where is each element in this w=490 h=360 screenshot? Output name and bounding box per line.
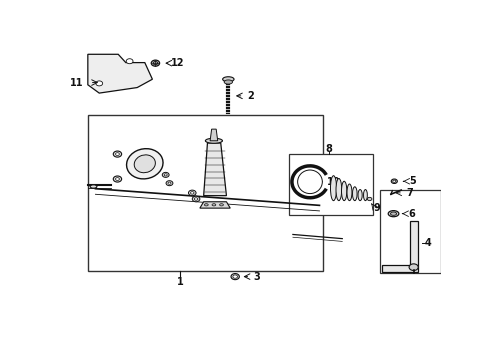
Ellipse shape (233, 275, 238, 278)
Polygon shape (382, 221, 418, 272)
Ellipse shape (336, 179, 342, 201)
Text: 1: 1 (177, 276, 184, 287)
Text: 3: 3 (254, 271, 261, 282)
Polygon shape (200, 202, 230, 208)
Bar (380, 190, 441, 273)
Text: 9: 9 (374, 203, 381, 213)
Ellipse shape (231, 274, 239, 280)
Polygon shape (210, 129, 218, 141)
Bar (289, 154, 372, 215)
Text: 7: 7 (407, 188, 413, 198)
Polygon shape (88, 54, 152, 93)
Ellipse shape (297, 170, 322, 194)
Ellipse shape (391, 179, 397, 184)
Ellipse shape (113, 176, 122, 182)
Ellipse shape (162, 172, 169, 177)
Ellipse shape (391, 212, 396, 215)
Ellipse shape (393, 180, 396, 183)
Ellipse shape (116, 177, 120, 180)
Ellipse shape (204, 204, 208, 206)
Ellipse shape (189, 190, 196, 195)
Ellipse shape (191, 192, 194, 194)
Text: 12: 12 (171, 58, 184, 68)
Polygon shape (204, 143, 226, 195)
Ellipse shape (192, 196, 200, 202)
Text: 6: 6 (408, 209, 415, 219)
Text: 8: 8 (325, 144, 332, 154)
Ellipse shape (222, 77, 234, 82)
Ellipse shape (224, 80, 233, 84)
Ellipse shape (151, 60, 160, 66)
Ellipse shape (364, 190, 368, 201)
Ellipse shape (368, 197, 372, 201)
Text: 10: 10 (327, 177, 341, 187)
Ellipse shape (220, 204, 223, 206)
Ellipse shape (96, 81, 102, 86)
Ellipse shape (134, 155, 155, 173)
Text: 2: 2 (247, 91, 254, 101)
Ellipse shape (126, 59, 133, 64)
Ellipse shape (330, 176, 337, 201)
Ellipse shape (358, 190, 362, 201)
Ellipse shape (126, 149, 163, 179)
Ellipse shape (166, 181, 173, 186)
Ellipse shape (342, 181, 347, 201)
Ellipse shape (116, 153, 120, 156)
Ellipse shape (205, 138, 222, 143)
Ellipse shape (388, 211, 399, 217)
Ellipse shape (164, 174, 167, 176)
Ellipse shape (409, 264, 418, 270)
Ellipse shape (352, 187, 357, 201)
Ellipse shape (195, 198, 198, 200)
Ellipse shape (153, 62, 158, 65)
Ellipse shape (347, 184, 352, 201)
Text: 4: 4 (424, 238, 431, 248)
Bar (88, 115, 323, 270)
Text: 5: 5 (409, 176, 416, 186)
Text: 11: 11 (70, 77, 83, 87)
Ellipse shape (212, 204, 216, 206)
Ellipse shape (168, 182, 171, 184)
Ellipse shape (113, 151, 122, 157)
Ellipse shape (90, 185, 97, 188)
